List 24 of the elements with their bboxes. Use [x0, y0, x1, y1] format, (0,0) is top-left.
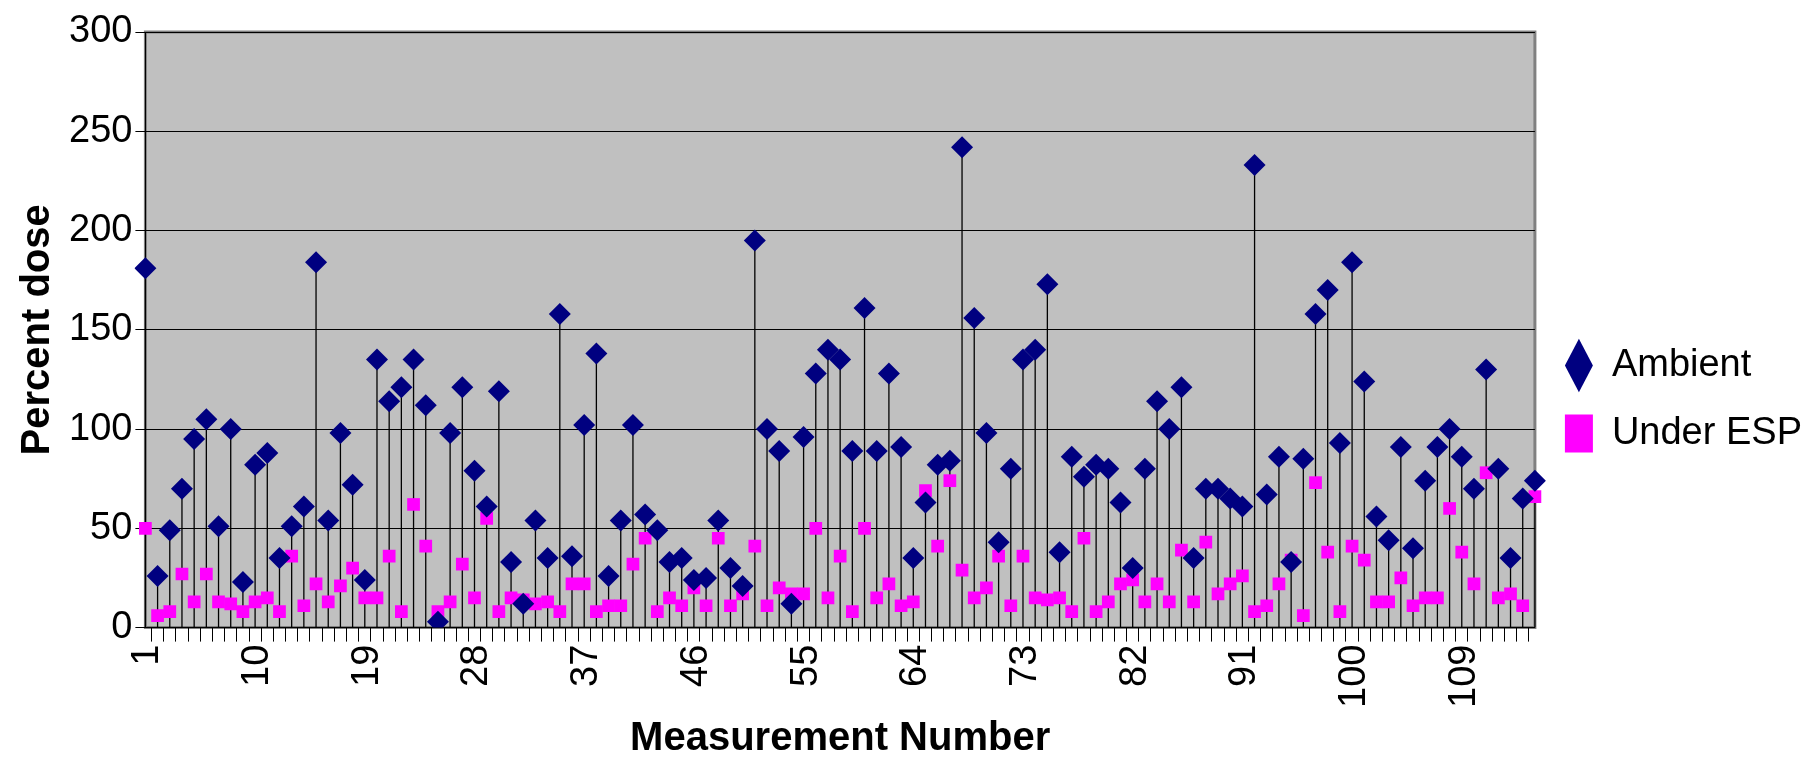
x-tick-label: 100 — [1331, 644, 1374, 708]
x-tick-label: 91 — [1221, 644, 1264, 687]
y-tick-label: 50 — [90, 504, 133, 547]
legend-label: Under ESP — [1611, 409, 1802, 452]
x-tick-label: 82 — [1111, 644, 1154, 687]
x-axis-title: Measurement Number — [630, 714, 1051, 759]
y-tick-label: 0 — [111, 604, 133, 647]
x-tick-label: 28 — [453, 644, 496, 687]
y-tick-label: 200 — [69, 207, 133, 250]
x-tick-label: 55 — [782, 644, 825, 687]
y-tick-label: 300 — [69, 8, 133, 51]
x-tick-label: 109 — [1440, 644, 1483, 708]
x-tick-label: 64 — [892, 644, 935, 687]
y-tick-label: 250 — [69, 107, 133, 150]
x-tick-label: 1 — [124, 644, 167, 666]
x-tick-label: 73 — [1001, 644, 1044, 687]
legend-label: Ambient — [1611, 341, 1752, 384]
y-axis-title: Percent dose — [13, 204, 58, 456]
x-tick-label: 19 — [343, 644, 386, 687]
x-tick-label: 10 — [234, 644, 277, 687]
x-tick-label: 46 — [672, 644, 715, 687]
y-tick-label: 100 — [69, 405, 133, 448]
x-tick-label: 37 — [563, 644, 606, 687]
y-tick-label: 150 — [69, 306, 133, 349]
